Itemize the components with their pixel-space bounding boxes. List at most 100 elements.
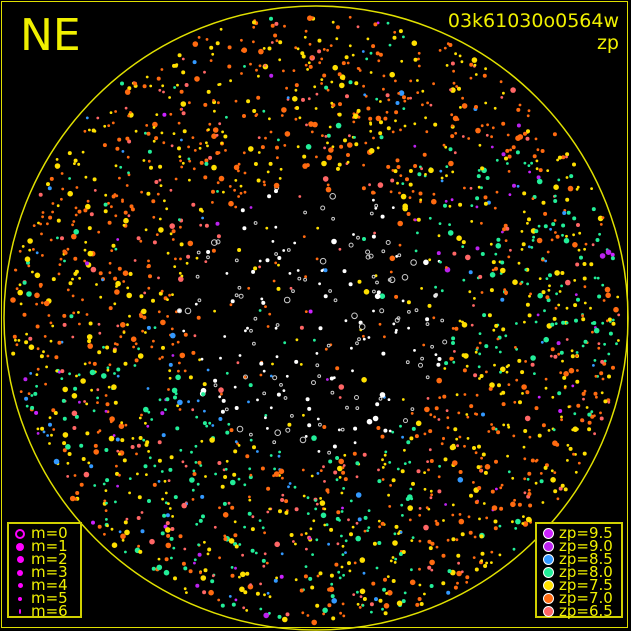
star-marker [460,570,464,574]
star-marker [423,432,427,436]
star-marker [165,207,169,211]
star-marker [252,40,255,44]
star-marker [388,461,392,464]
star-marker [520,370,525,375]
star-marker [369,129,373,133]
star-marker [259,373,263,377]
star-marker [592,364,595,367]
star-marker [96,116,100,120]
zp-legend-label: zp=9.0 [559,537,613,555]
star-marker [583,301,587,305]
star-marker [416,217,421,222]
star-marker [316,417,320,421]
star-marker [213,378,218,383]
star-marker [193,558,197,562]
star-marker [311,435,317,441]
star-marker [498,350,502,354]
star-marker [252,445,256,450]
star-marker [375,97,379,101]
star-marker [505,370,509,374]
star-marker [117,266,122,271]
star-marker [457,411,461,415]
star-marker [372,309,375,313]
star-marker [140,529,145,534]
star-marker [555,234,560,239]
star-marker [163,199,166,203]
star-marker [274,225,278,229]
magnitude-legend-label: m=1 [31,537,68,555]
star-marker [426,397,430,400]
star-marker [395,101,400,105]
star-marker [46,222,49,226]
star-marker [303,35,307,39]
star-marker [391,130,395,134]
star-marker [459,106,462,109]
star-marker [191,350,196,355]
star-marker [429,584,434,588]
star-marker [353,113,359,119]
star-marker [35,373,39,376]
star-marker [176,404,180,408]
star-marker [234,598,238,602]
star-marker [423,487,427,491]
star-marker [388,43,392,47]
star-marker [362,237,366,241]
star-marker [152,215,156,219]
star-marker [420,287,423,290]
star-marker [244,329,247,333]
star-marker [98,331,102,335]
star-marker [308,576,313,581]
star-marker [269,454,273,457]
star-marker [556,158,559,162]
star-marker [442,143,446,147]
star-marker [517,502,522,507]
star-marker [499,486,503,490]
star-marker [339,144,344,149]
star-marker [510,87,516,93]
star-marker [211,424,215,427]
star-marker [576,403,581,408]
star-marker [390,178,395,183]
star-marker [475,393,479,397]
star-marker [116,374,120,378]
star-marker [167,502,170,505]
star-marker [582,451,587,456]
star-marker [180,101,187,107]
star-marker [316,472,320,475]
star-marker [83,248,87,252]
star-marker [218,122,222,126]
star-marker [383,116,388,121]
star-marker [91,520,95,525]
star-marker [24,340,29,345]
star-marker [110,249,114,253]
star-marker [309,527,313,531]
star-marker [474,451,478,455]
star-marker [77,373,81,377]
star-marker [242,114,246,118]
star-marker [383,577,387,582]
star-marker [297,276,302,281]
star-marker [52,428,56,431]
star-marker [201,514,205,519]
star-marker [126,323,129,327]
star-marker [425,322,430,327]
star-marker [335,122,342,129]
star-marker [88,361,92,365]
star-marker [106,368,110,372]
star-marker [207,128,210,132]
star-marker [240,72,243,75]
star-marker [212,127,219,133]
star-marker [331,616,336,621]
star-marker [324,85,329,90]
star-marker [341,466,345,469]
star-marker [557,178,561,182]
star-marker [522,521,529,527]
star-marker [333,470,338,475]
star-marker [488,386,493,391]
star-marker [15,287,19,291]
star-marker [527,313,532,318]
star-marker [355,475,359,479]
star-marker [22,280,27,285]
star-marker [383,611,388,616]
star-marker [475,127,481,134]
